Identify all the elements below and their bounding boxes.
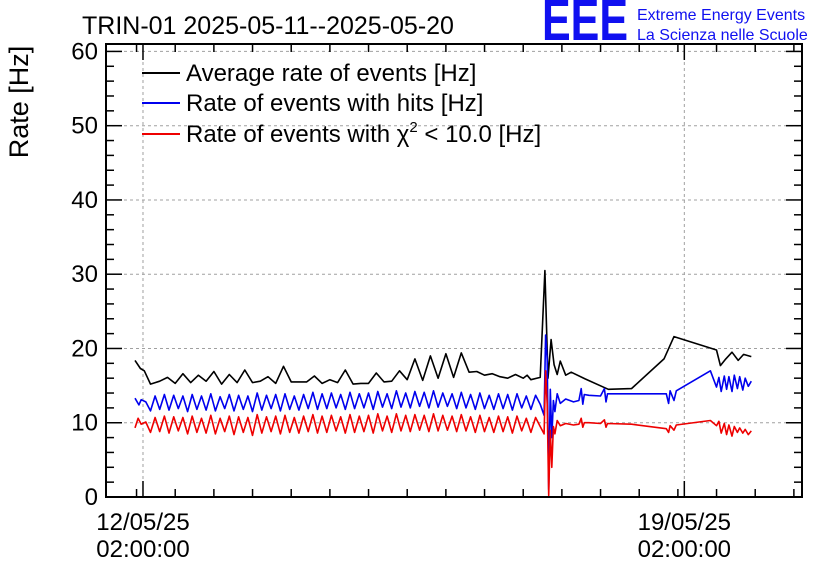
plot-frame xyxy=(105,43,803,498)
x-tick-label-time: 02:00:00 xyxy=(96,536,189,563)
legend-label-chi2: Rate of events with χ2 < 10.0 [Hz] xyxy=(186,119,541,148)
x-tick-label-time: 02:00:00 xyxy=(638,536,731,563)
y-tick-label: 60 xyxy=(71,38,98,65)
series-average-rate xyxy=(134,269,752,391)
y-tick-label: 30 xyxy=(71,261,98,288)
y-tick-label: 20 xyxy=(71,335,98,362)
x-tick-label-date: 19/05/25 xyxy=(638,509,731,536)
legend: Average rate of events [Hz] Rate of even… xyxy=(142,60,541,148)
y-tick-label: 40 xyxy=(71,187,98,214)
y-tick-label: 50 xyxy=(71,113,98,140)
x-tick-label-date: 12/05/25 xyxy=(96,509,189,536)
series-layer xyxy=(134,269,752,497)
eee-logo: EEE Extreme Energy Events La Scienza nel… xyxy=(542,0,808,53)
y-tick-label: 0 xyxy=(85,484,98,511)
eee-logo-mark: EEE xyxy=(542,0,628,53)
y-tick-label: 10 xyxy=(71,410,98,437)
series-chi2-rate xyxy=(134,369,752,497)
legend-label-hits: Rate of events with hits [Hz] xyxy=(186,90,483,117)
eee-logo-line1: Extreme Energy Events xyxy=(637,7,805,24)
series-hits-rate xyxy=(134,334,752,491)
y-axis-label: Rate [Hz] xyxy=(4,46,34,159)
eee-logo-line2: La Scienza nelle Scuole xyxy=(637,27,808,44)
axis-ticks: 010203040506012/05/2502:00:0019/05/2502:… xyxy=(71,38,802,563)
chart-title: TRIN-01 2025-05-11--2025-05-20 xyxy=(82,12,454,40)
legend-label-average: Average rate of events [Hz] xyxy=(186,60,476,87)
